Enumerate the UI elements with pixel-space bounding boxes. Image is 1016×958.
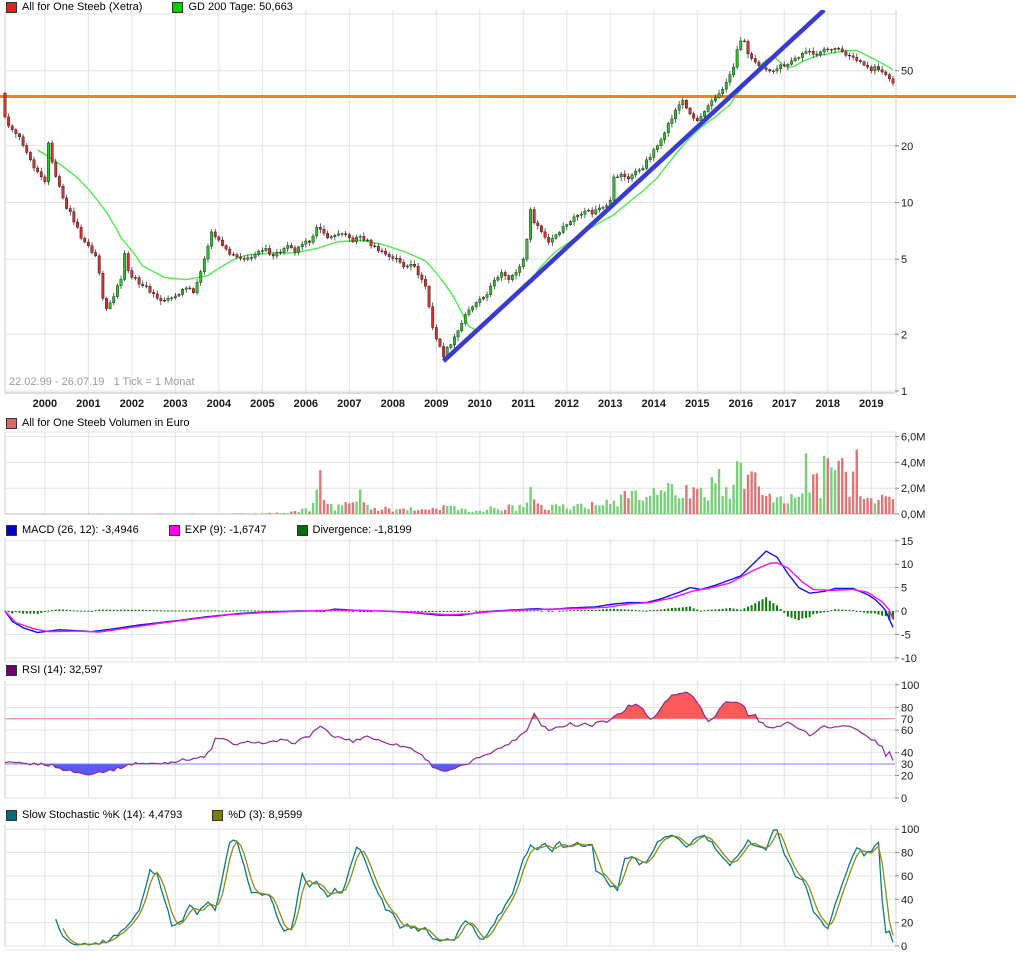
svg-text:6,0M: 6,0M [901,432,925,444]
price-series-label: All for One Steeb (Xetra) [22,1,143,13]
legend-item-gd200: GD 200 Tage: 50,663 [172,1,293,13]
svg-text:30: 30 [901,759,913,771]
stochastic-legend: Slow Stochastic %K (14): 4,4793 %D (3): … [6,808,332,822]
svg-text:5: 5 [901,583,907,595]
svg-text:2019: 2019 [859,398,883,410]
svg-text:60: 60 [901,725,913,737]
legend-item-rsi: RSI (14): 32,597 [6,664,103,676]
svg-text:2005: 2005 [250,398,274,410]
volume-swatch [6,417,17,429]
gd200-swatch [172,1,184,13]
svg-text:2009: 2009 [424,398,448,410]
svg-text:100: 100 [901,824,919,836]
svg-text:2016: 2016 [729,398,753,410]
exp-label: EXP (9): -1,6747 [184,524,267,536]
svg-text:2008: 2008 [381,398,405,410]
macd-legend: MACD (26, 12): -3,4946 EXP (9): -1,6747 … [6,523,442,537]
svg-text:2011: 2011 [511,398,535,410]
svg-text:15: 15 [901,536,913,548]
svg-text:60: 60 [901,871,913,883]
rsi-label: RSI (14): 32,597 [22,664,103,676]
divergence-label: Divergence: -1,8199 [312,524,412,536]
svg-text:2004: 2004 [207,398,232,410]
svg-text:2,0M: 2,0M [901,483,925,495]
svg-text:20: 20 [901,770,913,782]
svg-text:2013: 2013 [598,398,622,410]
svg-text:-10: -10 [901,653,917,665]
svg-text:20: 20 [901,918,913,930]
stoch-d-label: %D (3): 8,9599 [228,809,303,821]
svg-text:2: 2 [901,329,907,341]
svg-text:2003: 2003 [163,398,187,410]
legend-item-exp: EXP (9): -1,6747 [168,524,267,536]
svg-text:40: 40 [901,894,913,906]
svg-text:2006: 2006 [294,398,318,410]
price-series-swatch [6,1,17,13]
gd200-label: GD 200 Tage: 50,663 [188,1,293,13]
price-legend: All for One Steeb (Xetra) GD 200 Tage: 5… [6,0,323,14]
svg-text:70: 70 [901,714,913,726]
rsi-swatch [6,664,17,676]
svg-text:2010: 2010 [468,398,492,410]
svg-text:0: 0 [901,793,907,805]
svg-text:10: 10 [901,198,913,210]
exp-swatch [168,524,180,536]
volume-legend: All for One Steeb Volumen in Euro [6,416,220,430]
svg-text:80: 80 [901,702,913,714]
svg-text:2015: 2015 [685,398,709,410]
svg-text:2017: 2017 [772,398,796,410]
volume-label: All for One Steeb Volumen in Euro [22,417,190,429]
svg-text:0,0M: 0,0M [901,509,925,521]
svg-text:2001: 2001 [76,398,100,410]
svg-text:2018: 2018 [816,398,840,410]
macd-label: MACD (26, 12): -3,4946 [22,524,139,536]
svg-text:0: 0 [901,941,907,953]
svg-text:10: 10 [901,559,913,571]
stoch-k-label: Slow Stochastic %K (14): 4,4793 [22,809,183,821]
legend-item-price: All for One Steeb (Xetra) [6,1,142,13]
svg-text:-5: -5 [901,629,911,641]
svg-text:40: 40 [901,748,913,760]
stoch-k-swatch [6,809,17,821]
legend-item-volume: All for One Steeb Volumen in Euro [6,417,190,429]
svg-text:2000: 2000 [33,398,57,410]
svg-text:2002: 2002 [120,398,144,410]
stoch-d-swatch [212,809,224,821]
macd-swatch [6,524,17,536]
svg-text:2014: 2014 [642,398,667,410]
legend-item-stoch-d: %D (3): 8,9599 [212,809,302,821]
date-range-note: 22.02.99 - 26.07.19 1 Tick = 1 Monat [9,376,195,388]
svg-text:50: 50 [901,66,913,78]
svg-text:80: 80 [901,848,913,860]
rsi-legend: RSI (14): 32,597 [6,663,133,677]
legend-item-macd: MACD (26, 12): -3,4946 [6,524,139,536]
svg-text:2007: 2007 [337,398,361,410]
legend-item-divergence: Divergence: -1,8199 [296,524,412,536]
svg-text:5: 5 [901,254,907,266]
svg-text:0: 0 [901,606,907,618]
legend-item-stoch-k: Slow Stochastic %K (14): 4,4793 [6,809,182,821]
svg-text:1: 1 [901,386,907,398]
svg-text:20: 20 [901,141,913,153]
divergence-swatch [296,524,308,536]
svg-text:100: 100 [901,680,919,692]
svg-text:2012: 2012 [555,398,579,410]
svg-text:4,0M: 4,0M [901,457,925,469]
